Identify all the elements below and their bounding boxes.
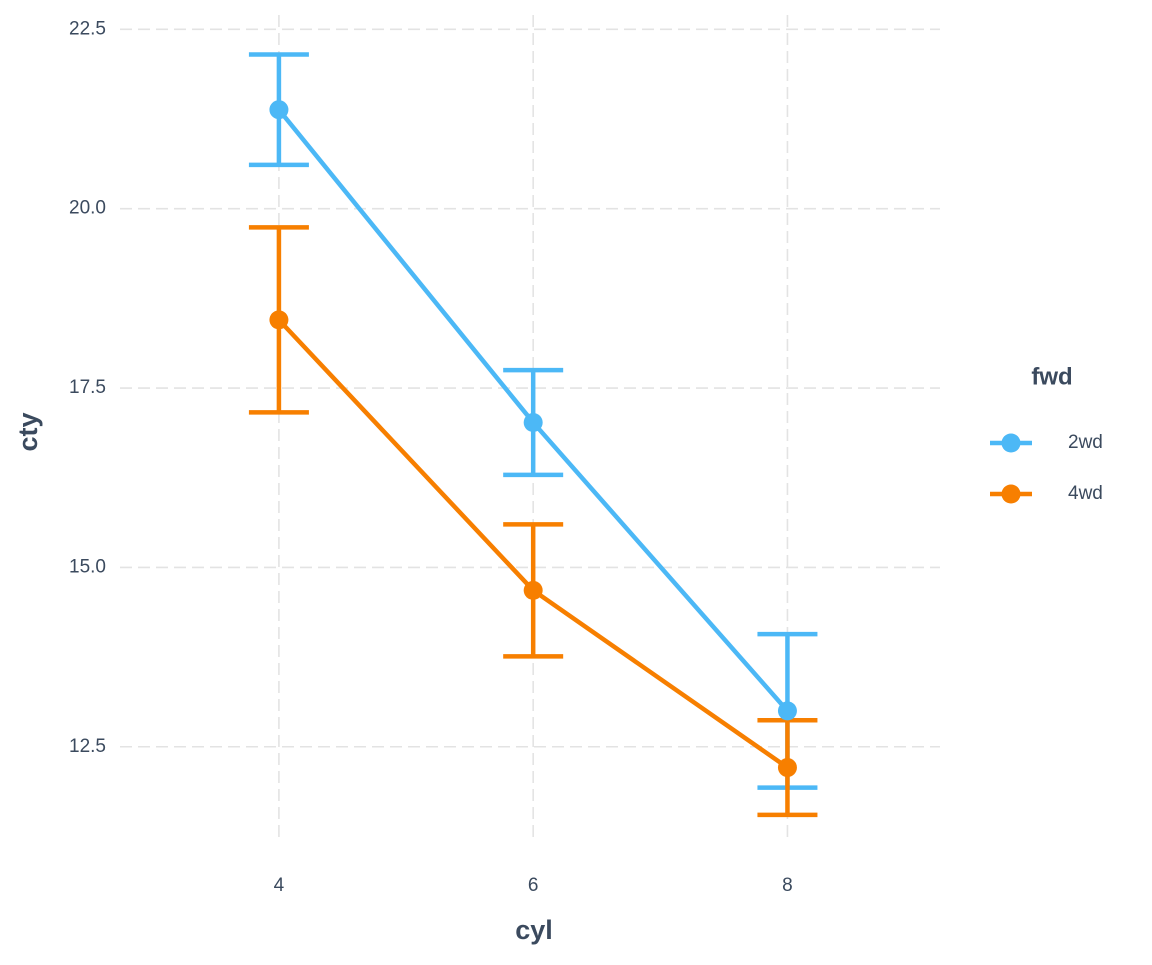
- y-axis-title: cty: [13, 412, 43, 451]
- x-axis-title: cyl: [515, 915, 553, 945]
- x-tick-label: 6: [528, 875, 539, 896]
- y-tick-label: 20.0: [69, 198, 106, 219]
- point: [777, 758, 797, 778]
- legend-marker: [1001, 433, 1021, 453]
- y-tick-label: 15.0: [69, 556, 106, 577]
- legend-marker: [1001, 484, 1021, 504]
- y-tick-label: 17.5: [69, 377, 106, 398]
- legend-label: 4wd: [1068, 483, 1103, 504]
- point: [777, 701, 797, 721]
- y-tick-label: 22.5: [69, 18, 106, 39]
- y-tick-label: 12.5: [69, 736, 106, 757]
- point: [523, 580, 543, 600]
- legend-label: 2wd: [1068, 432, 1103, 453]
- point: [269, 100, 289, 120]
- legend-title: fwd: [1031, 363, 1072, 390]
- x-tick-label: 4: [274, 875, 285, 896]
- x-tick-label: 8: [782, 875, 793, 896]
- point: [523, 412, 543, 432]
- point: [269, 310, 289, 330]
